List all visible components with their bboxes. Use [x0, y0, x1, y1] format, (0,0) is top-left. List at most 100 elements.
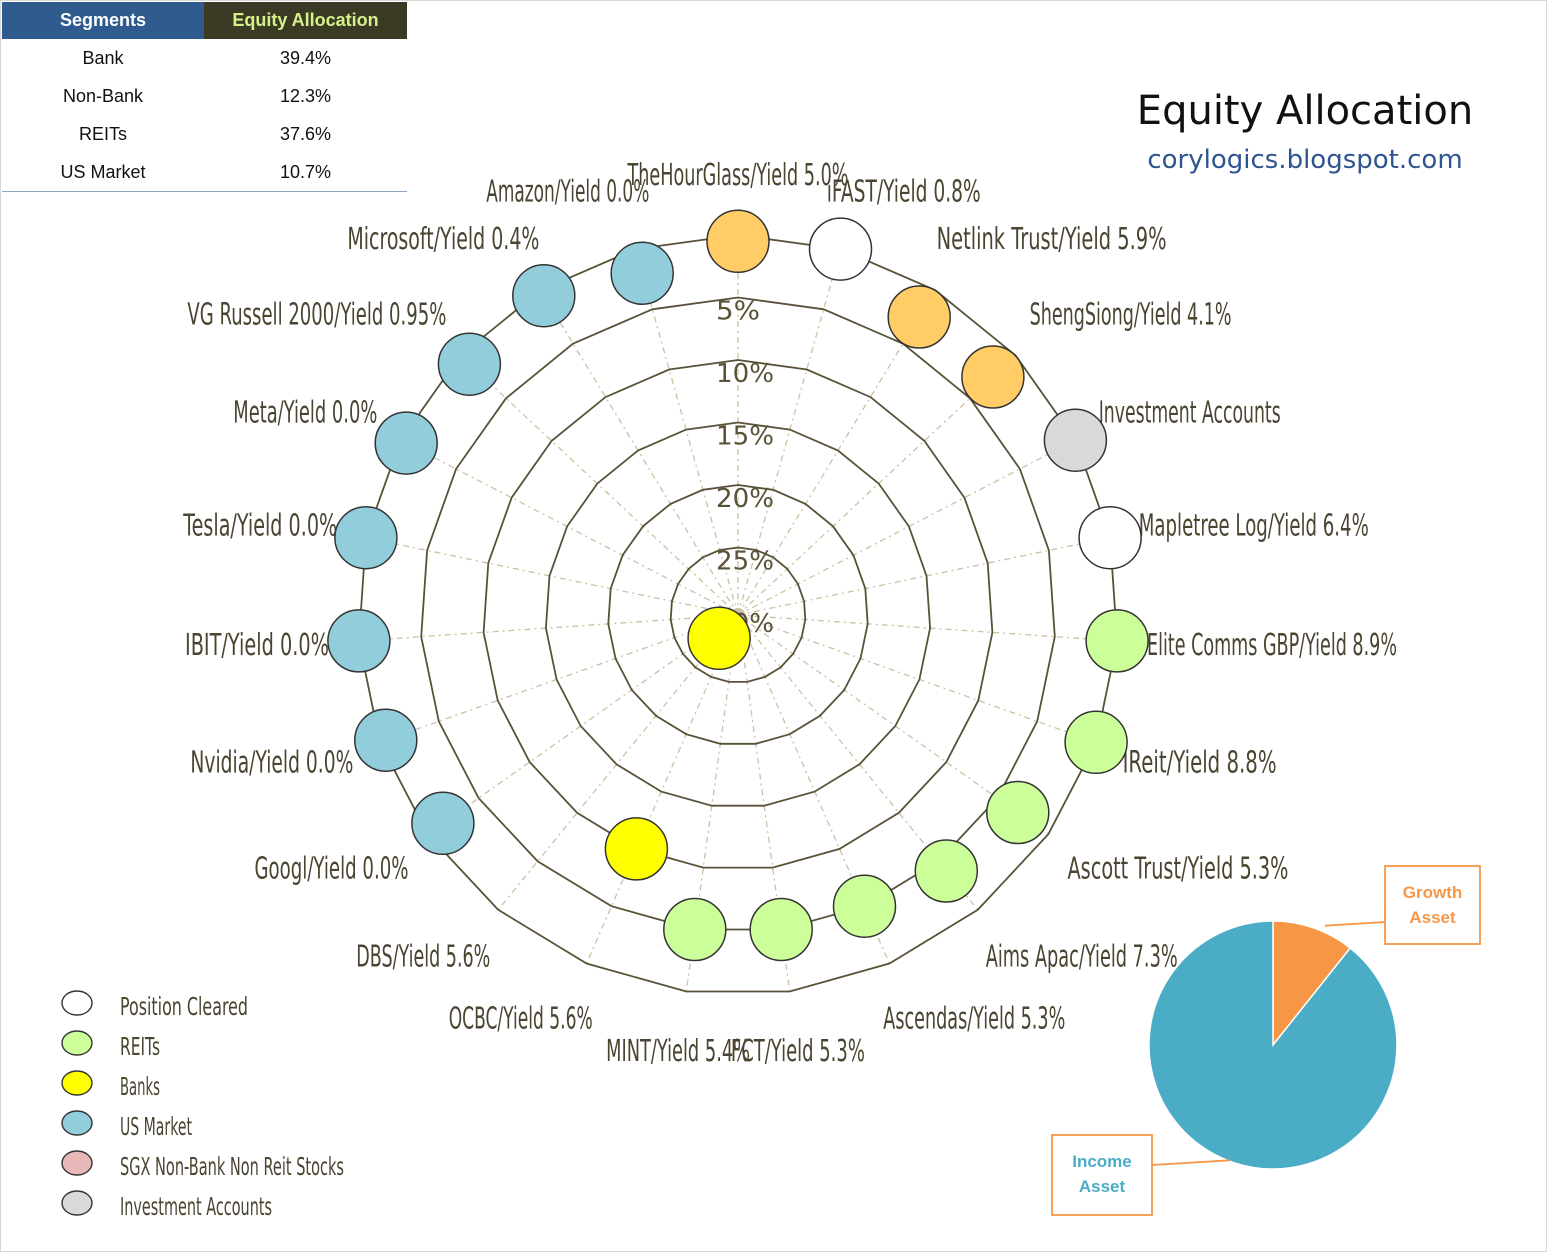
bubble-marker: [914, 839, 979, 903]
legend-label: Banks: [120, 1072, 160, 1101]
legend-swatch: [61, 1190, 93, 1216]
radar-spoke: [365, 537, 739, 616]
segment-cell: US Market: [2, 153, 204, 192]
bubble-marker: [1064, 710, 1128, 775]
legend-label: SGX Non-Bank Non Reit Stocks: [120, 1152, 344, 1181]
category-label: Aims Apac/Yield 7.3%: [986, 939, 1178, 974]
bubble-marker: [687, 606, 751, 671]
category-label: Tesla/Yield 0.0%: [183, 509, 338, 544]
pie-slice: [1148, 920, 1398, 1170]
allocation-cell: 37.6%: [279, 123, 332, 144]
bubble-marker: [749, 897, 813, 962]
bubble-marker: [706, 209, 770, 274]
column-header-equity-allocation: Equity Allocation: [204, 2, 407, 39]
callout-box: [1051, 1134, 1153, 1216]
radar-spoke: [737, 537, 1111, 616]
category-label: DBS/Yield 5.6%: [356, 939, 490, 974]
radial-tick-label: 10%: [716, 359, 774, 389]
radar-spoke: [459, 355, 739, 616]
bubble-markers: [327, 209, 1149, 962]
radar-spoke: [737, 614, 1097, 743]
radar-ring: [420, 296, 1056, 931]
legend-swatch: [61, 1150, 93, 1176]
chart-subtitle: corylogics.blogspot.com: [1147, 145, 1463, 175]
category-label: Ascendas/Yield 5.3%: [883, 1002, 1065, 1037]
category-label: VG Russell 2000/Yield 0.95%: [187, 298, 446, 333]
legend-swatch: [61, 990, 93, 1016]
column-header-segments: Segments: [2, 2, 204, 39]
radar-ring: [669, 546, 807, 683]
table-row: Bank 39.4%: [2, 39, 407, 77]
legend-swatch: [61, 1070, 93, 1096]
radar-spoke: [540, 289, 739, 616]
category-label: Meta/Yield 0.0%: [233, 396, 377, 431]
category-label: Investment Accounts: [1099, 396, 1281, 431]
radar-spoke: [737, 439, 1076, 616]
pie-slice-label: Asset: [1079, 1177, 1126, 1196]
bubble-marker: [887, 285, 951, 349]
legend-label: US Market: [120, 1112, 192, 1141]
category-labels: TheHourGlass/Yield 5.0%iFAST/Yield 0.8% N…: [183, 158, 1397, 1069]
segment-cell: REITs: [78, 123, 127, 144]
category-label: Amazon/Yield 0.0%: [486, 174, 649, 209]
segment-allocation-table: Segments Equity Allocation Bank 39.4% No…: [2, 2, 407, 192]
radial-tick-labels: 0%5%10%15%20%25%30%: [716, 234, 774, 639]
category-label: Microsoft/Yield 0.4%: [347, 222, 539, 257]
callout-box: [1384, 865, 1481, 945]
table-row: Non-Bank 12.3%: [2, 77, 407, 115]
category-label: Mapletree Log/Yield 6.4%: [1139, 509, 1369, 544]
table-row: US Market 10.7%: [2, 153, 407, 192]
category-label: Netlink Trust/Yield 5.9%: [937, 222, 1167, 257]
category-label: iFAST/Yield 0.8%: [827, 174, 981, 209]
category-label: IReit/Yield 8.8%: [1123, 745, 1277, 780]
callout-leader: [1151, 1159, 1230, 1166]
bubble-marker: [808, 217, 873, 281]
pie-slice-label: Income: [1072, 1152, 1132, 1171]
table-header-row: Segments Equity Allocation: [2, 2, 407, 39]
radar-ring: [607, 484, 869, 745]
segment-cell: Bank: [82, 47, 124, 68]
category-label: Nvidia/Yield 0.0%: [190, 745, 353, 780]
bubble-marker: [832, 874, 897, 938]
legend-swatch: [61, 1110, 93, 1136]
bubble-marker: [1078, 505, 1142, 570]
table-row: REITs 37.6%: [2, 115, 407, 153]
legend: Position Cleared REITs Banks US Market SGX N…: [61, 990, 344, 1221]
bubble-marker: [1043, 408, 1108, 472]
category-label: Elite Comms GBP/Yield 8.9%: [1147, 628, 1397, 663]
category-label: Ascott Trust/Yield 5.3%: [1068, 852, 1289, 887]
pie-slice-label: Growth: [1403, 883, 1463, 902]
chart-title: Equity Allocation: [1136, 88, 1474, 134]
category-label: FCT/Yield 5.3%: [731, 1034, 865, 1069]
category-label: MINT/Yield 5.4%: [606, 1034, 750, 1069]
bubble-marker: [986, 780, 1050, 845]
radial-tick-label: 25%: [716, 547, 774, 577]
segment-cell: Non-Bank: [62, 85, 144, 106]
allocation-cell: 12.3%: [279, 85, 332, 106]
legend-label: REITs: [120, 1032, 160, 1061]
bubble-marker: [334, 505, 398, 570]
category-label: Googl/Yield 0.0%: [255, 852, 409, 887]
legend-label: Investment Accounts: [120, 1192, 272, 1221]
category-label: TheHourGlass/Yield 5.0%: [627, 158, 849, 193]
allocation-cell: 39.4%: [279, 47, 332, 68]
bubble-marker: [604, 817, 669, 881]
category-label: IBIT/Yield 0.0%: [185, 628, 329, 663]
legend-swatch: [61, 1030, 93, 1056]
radar-spoke: [379, 614, 739, 743]
radar-spoke: [400, 439, 739, 616]
bubble-marker: [663, 897, 727, 962]
allocation-cell: 10.7%: [204, 153, 407, 192]
bubble-marker: [961, 345, 1025, 409]
legend-label: Position Cleared: [120, 992, 248, 1021]
bubble-marker: [1085, 609, 1149, 673]
bubble-marker: [354, 708, 418, 772]
category-label: OCBC/Yield 5.6%: [449, 1002, 593, 1037]
radar-ring: [482, 359, 994, 869]
bubble-marker: [610, 241, 674, 305]
pie-slice-label: Asset: [1409, 908, 1456, 927]
bubble-marker: [374, 411, 438, 475]
pie-chart: Growth Asset Income Asset: [1051, 865, 1481, 1216]
callout-leader: [1324, 908, 1386, 927]
